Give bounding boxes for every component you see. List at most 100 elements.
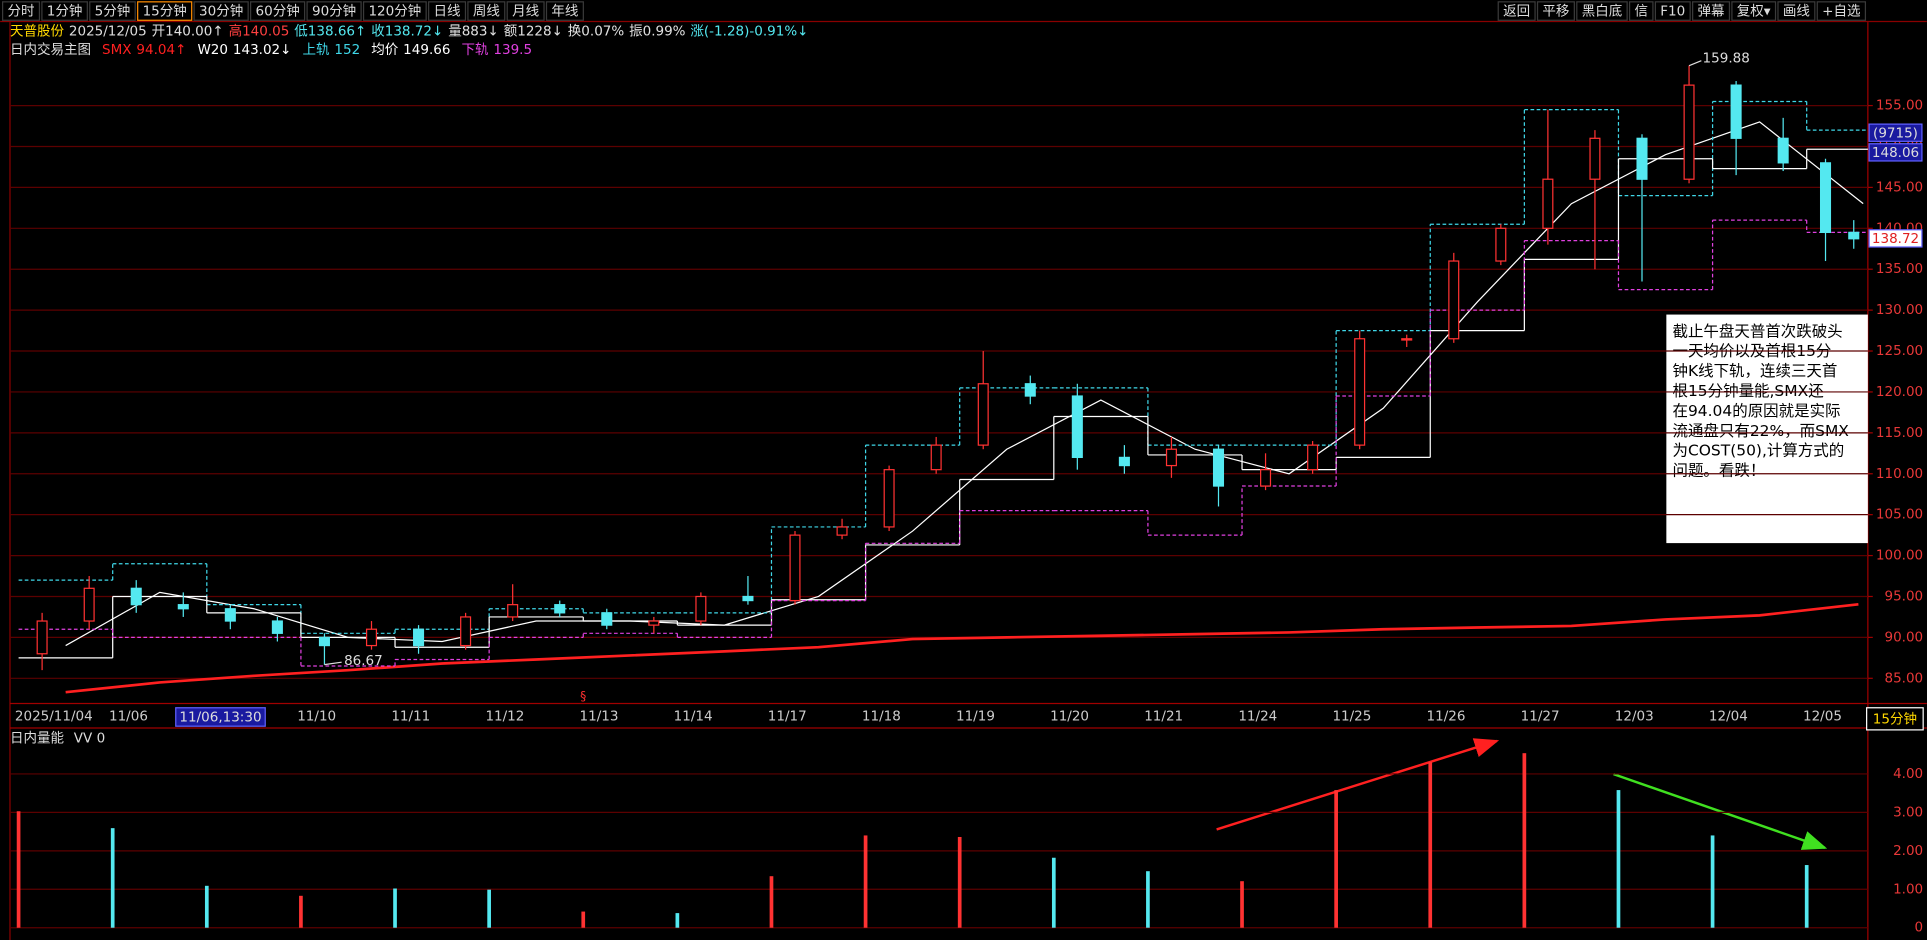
- tool-box[interactable]: [1777, 1, 1816, 21]
- tool-button[interactable]: +自选: [1822, 4, 1861, 20]
- x-tick-label: 11/21: [1144, 708, 1183, 724]
- tab-box[interactable]: [89, 1, 136, 21]
- tool-button[interactable]: 弹幕: [1698, 4, 1726, 20]
- candle-body: [365, 628, 378, 647]
- x-tick-label: 11/11: [391, 708, 430, 724]
- tab-box[interactable]: [41, 1, 88, 21]
- candle-body: [836, 526, 848, 536]
- period-tab[interactable]: 日线: [434, 4, 461, 20]
- volume-bar: [299, 895, 303, 928]
- candle-body: [695, 595, 707, 622]
- x-tick-label: 11/12: [485, 708, 524, 724]
- y-tick-label: 100.00: [1876, 548, 1923, 564]
- tab-box[interactable]: [506, 1, 545, 21]
- y-tick-label: 85.00: [1885, 670, 1924, 686]
- tool-button[interactable]: 返回: [1503, 4, 1530, 20]
- tool-box[interactable]: [1816, 1, 1867, 21]
- tool-button[interactable]: 复权▾: [1737, 3, 1771, 20]
- cursor-date-box: [175, 707, 266, 727]
- x-tick-label: 11/06: [109, 708, 148, 724]
- annotation-line: 钟K线下轨，连续三天首: [1672, 362, 1837, 380]
- candle-body: [1730, 84, 1742, 139]
- quote-date: 2025/12/05: [69, 23, 147, 39]
- annotation-line: 根15分钟量能,SMX还: [1672, 382, 1824, 400]
- tool-box[interactable]: [1654, 1, 1691, 21]
- volume-bar: [1240, 881, 1244, 928]
- x-tick-label: 12/05: [1803, 708, 1842, 724]
- tab-box[interactable]: [467, 1, 506, 21]
- quote-field: 低138.66↑: [294, 23, 366, 39]
- tab-box[interactable]: [545, 1, 584, 21]
- quote-field: 收138.72↓: [371, 23, 443, 39]
- tool-button[interactable]: 平移: [1542, 4, 1569, 20]
- candle-body: [507, 604, 519, 618]
- tool-box[interactable]: [1576, 1, 1628, 21]
- tool-button[interactable]: 信: [1635, 4, 1649, 20]
- x-tick-label: 12/04: [1709, 708, 1748, 724]
- tab-box[interactable]: [249, 1, 306, 21]
- period-tab[interactable]: 周线: [473, 4, 500, 20]
- y-tick-label: 120.00: [1876, 384, 1923, 400]
- quote-field: 涨(-1.28)-0.91%↓: [690, 23, 808, 39]
- candle-body: [930, 444, 942, 471]
- y-tick-label: 95.00: [1885, 588, 1924, 604]
- price-tag: 148.06: [1872, 145, 1919, 161]
- x-tick-label: 11/20: [1050, 708, 1089, 724]
- legend-trend: ↓: [280, 42, 291, 58]
- y-tick-label: 0: [1915, 920, 1924, 936]
- tool-button[interactable]: 黑白底: [1582, 4, 1623, 20]
- candle-body: [1118, 456, 1130, 467]
- tab-box[interactable]: [193, 1, 249, 21]
- tab-box[interactable]: [428, 1, 467, 21]
- candle-body: [789, 534, 801, 602]
- annotation-text: 截止午盘天普首次跌破头一天均价以及首根15分钟K线下轨，连续三天首根15分钟量能…: [1672, 321, 1849, 479]
- tab-box[interactable]: [362, 1, 427, 21]
- x-tick-label: 11/26: [1427, 708, 1466, 724]
- price-tag-box: [1868, 123, 1923, 142]
- legend-name: 下轨: [462, 42, 489, 58]
- y-tick-label: 90.00: [1885, 629, 1924, 645]
- tool-box[interactable]: [1497, 1, 1536, 21]
- tool-box[interactable]: [1628, 1, 1654, 21]
- tool-box[interactable]: [1731, 1, 1777, 21]
- volume-bar: [393, 888, 397, 928]
- tool-box[interactable]: [1536, 1, 1575, 21]
- period-tab[interactable]: 月线: [512, 4, 539, 20]
- period-tab[interactable]: 30分钟: [199, 3, 243, 20]
- period-tab[interactable]: 90分钟: [312, 3, 356, 20]
- volume-bar: [204, 885, 209, 928]
- period-tab[interactable]: 60分钟: [256, 3, 300, 20]
- candle-body: [130, 587, 142, 606]
- tab-box[interactable]: [306, 1, 362, 21]
- quote-field: 高140.05: [229, 22, 290, 39]
- volume-bar: [1710, 835, 1715, 928]
- high-leader: [1688, 60, 1702, 67]
- period-tab[interactable]: 15分钟: [143, 3, 187, 20]
- x-tick-label: 11/14: [674, 708, 713, 724]
- quote-field: 开140.00↑: [152, 23, 224, 39]
- tool-button[interactable]: F10: [1660, 4, 1685, 20]
- candle-body: [1212, 448, 1225, 487]
- candle-body: [1495, 227, 1507, 262]
- tool-button[interactable]: 画线: [1783, 4, 1810, 20]
- quote-field: 换0.07%: [568, 23, 625, 39]
- y-tick-label: 4.00: [1893, 766, 1923, 782]
- legend-name: SMX: [102, 42, 131, 58]
- legend-value: 94.04: [136, 42, 175, 58]
- quote-field: 量883↓: [448, 23, 499, 39]
- period-tab[interactable]: 1分钟: [47, 3, 83, 20]
- candle-body: [1165, 448, 1177, 467]
- legend-value: 152: [334, 42, 360, 58]
- period-tab[interactable]: 分时: [8, 4, 35, 20]
- period-tab[interactable]: 120分钟: [368, 3, 421, 20]
- candle-body: [413, 628, 425, 647]
- tab-box[interactable]: [137, 1, 193, 21]
- period-tab[interactable]: 年线: [551, 4, 578, 20]
- tool-box[interactable]: [1692, 1, 1731, 21]
- volume-bar: [1522, 753, 1527, 928]
- period-tab[interactable]: 5分钟: [95, 3, 131, 20]
- x-tick-label: 11/27: [1521, 708, 1560, 724]
- tab-box[interactable]: [1, 1, 41, 21]
- candle-body: [601, 612, 613, 626]
